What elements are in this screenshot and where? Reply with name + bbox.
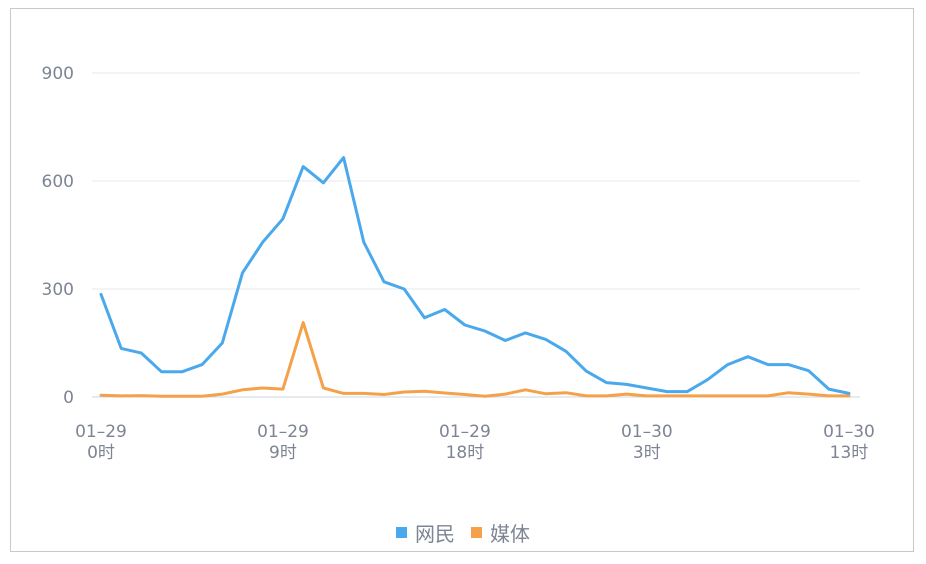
x-tick-label-hour: 9时	[269, 443, 297, 463]
legend: 网民 媒体	[0, 518, 926, 547]
legend-swatch-wangmin	[396, 527, 407, 538]
y-axis-tick-labels: 0 300 600 900	[42, 64, 74, 408]
series-lines	[99, 156, 851, 398]
chart-card	[10, 8, 914, 552]
x-tick-label-hour: 3时	[633, 443, 661, 463]
x-tick-label-date: 01–29	[439, 422, 491, 442]
x-tick-label-date: 01–30	[621, 422, 673, 442]
y-tick-label: 0	[63, 388, 74, 408]
series-line-0[interactable]	[99, 156, 851, 395]
grid-lines	[92, 72, 860, 398]
y-tick-label: 600	[42, 172, 74, 192]
x-tick-label-hour: 13时	[830, 443, 869, 463]
x-tick-label-hour: 0时	[87, 443, 115, 463]
legend-item-meiti[interactable]: 媒体	[471, 518, 530, 547]
x-tick-label-hour: 18时	[446, 443, 485, 463]
legend-label-meiti: 媒体	[490, 522, 530, 546]
x-tick-label-date: 01–30	[823, 422, 875, 442]
x-tick-label-date: 01–29	[257, 422, 309, 442]
x-tick-label-date: 01–29	[75, 422, 127, 442]
legend-label-wangmin: 网民	[415, 522, 455, 546]
y-tick-label: 900	[42, 64, 74, 84]
y-tick-label: 300	[42, 280, 74, 300]
legend-swatch-meiti	[471, 527, 482, 538]
legend-item-wangmin[interactable]: 网民	[396, 518, 455, 547]
series-line-1[interactable]	[99, 321, 851, 398]
